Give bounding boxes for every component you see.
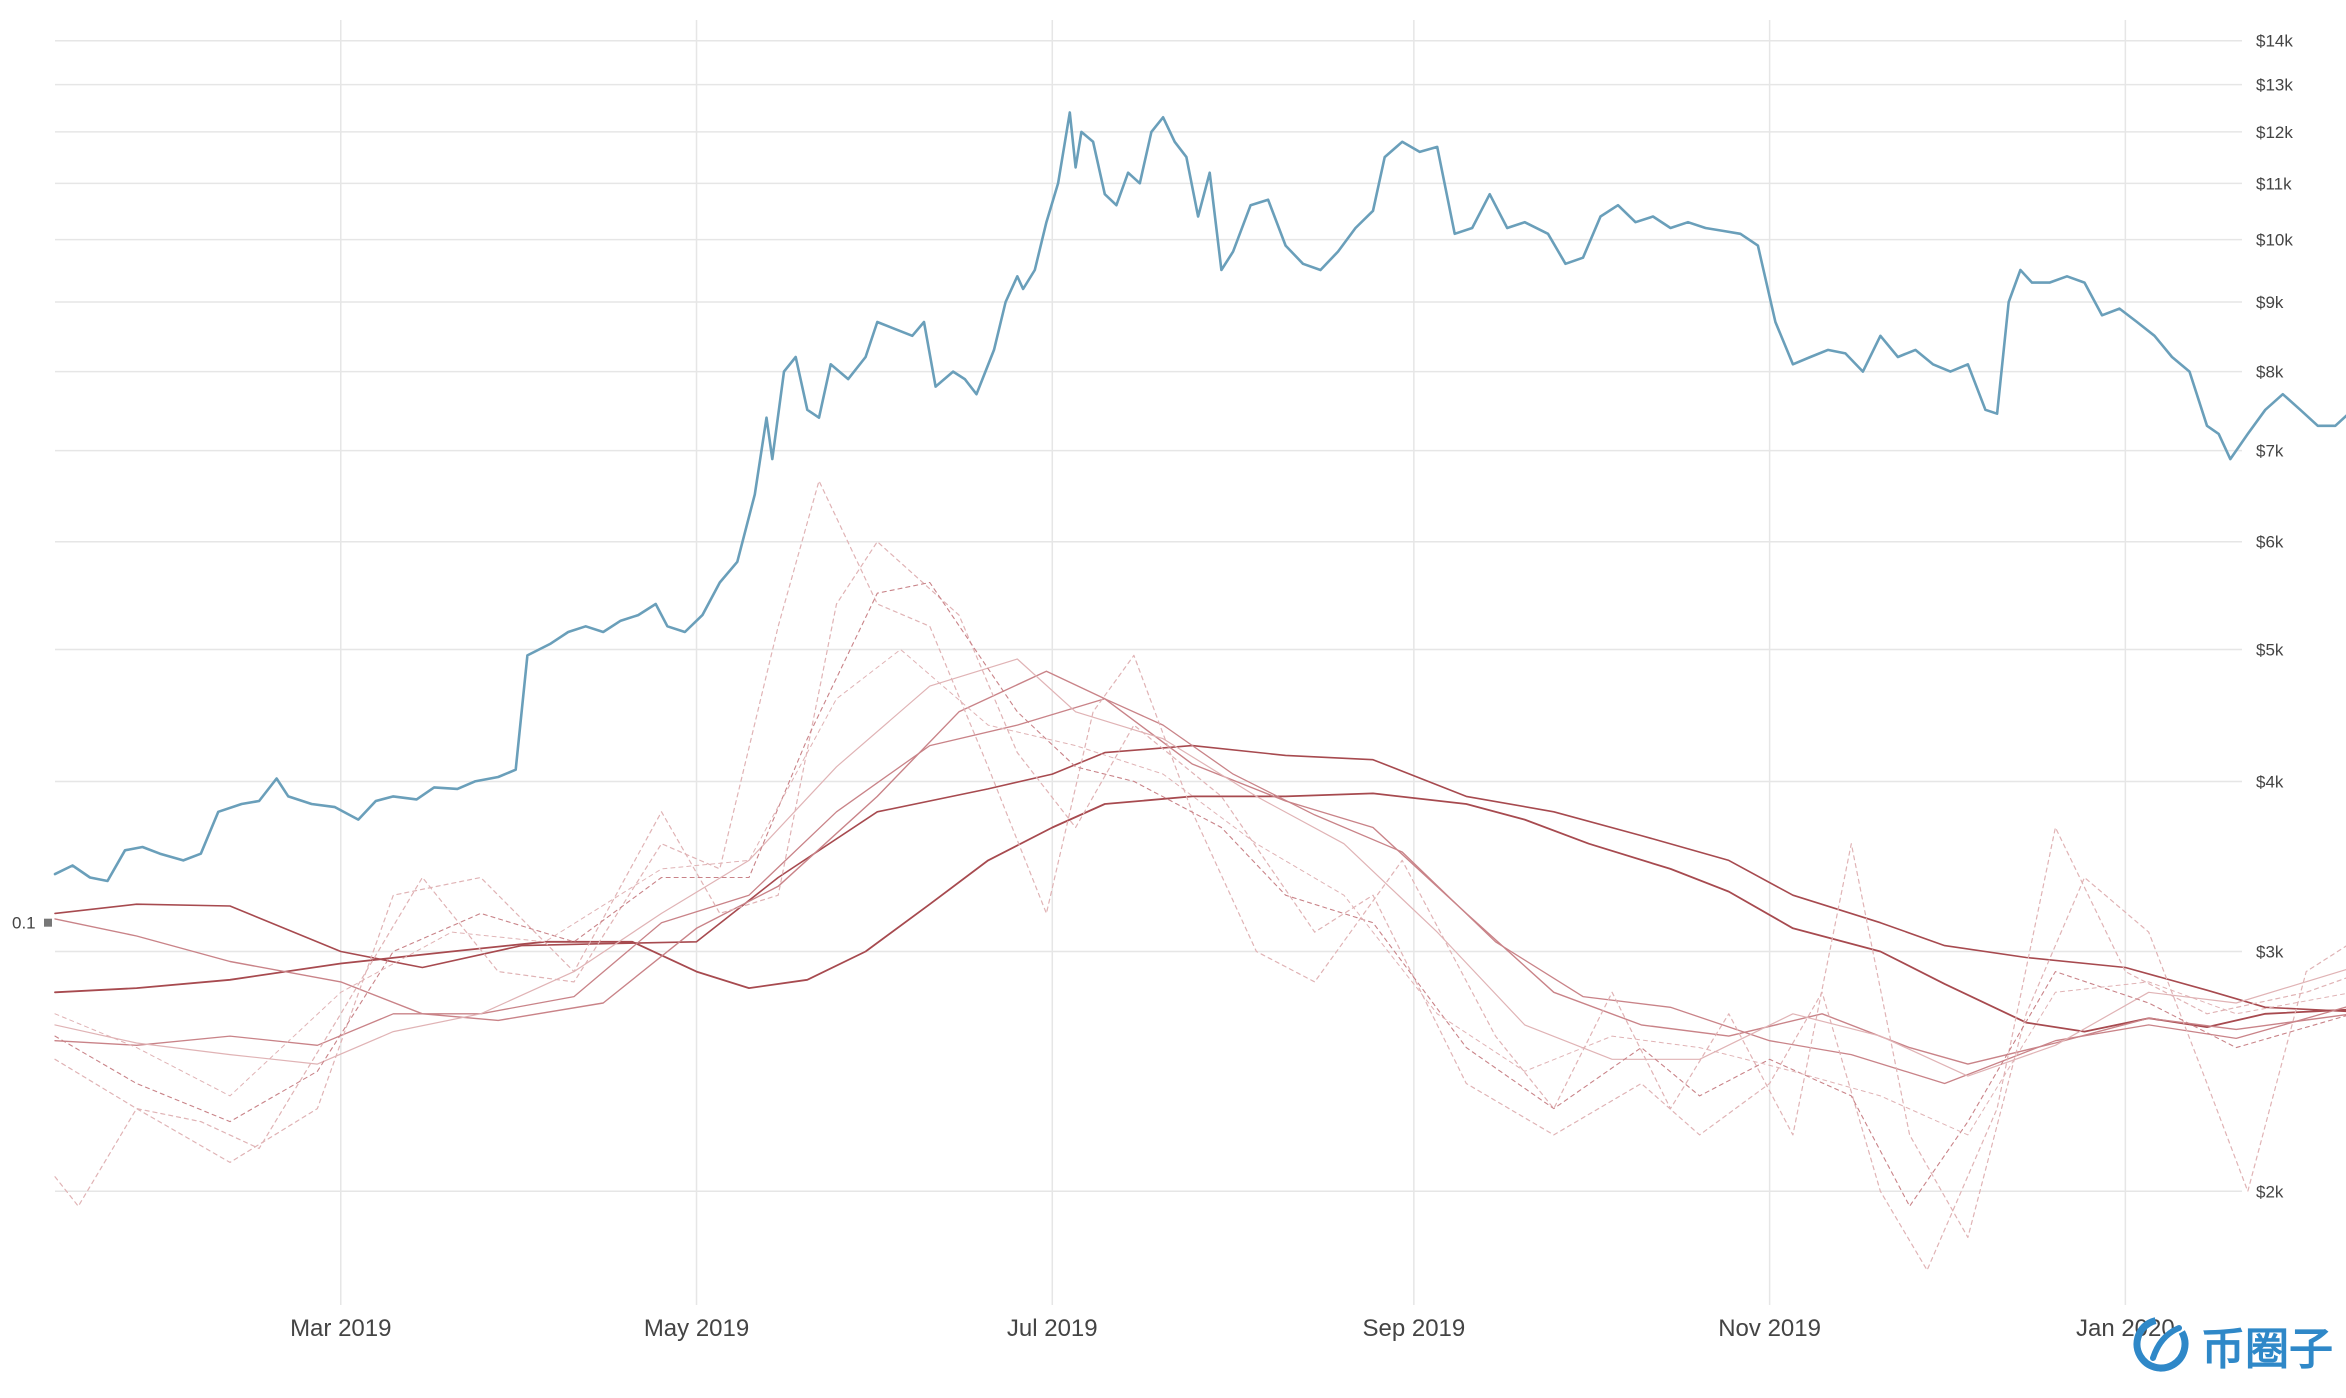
left-axis-tick-mark — [44, 918, 52, 927]
y-tick-label: $11k — [2256, 174, 2292, 193]
ratio-series-line-9 — [54, 649, 2346, 1136]
y-tick-label: $13k — [2256, 76, 2293, 95]
y-tick-label: $7k — [2256, 442, 2284, 461]
x-tick-label: May 2019 — [644, 1315, 749, 1342]
y-tick-label: $10k — [2256, 231, 2293, 250]
x-tick-label: Sep 2019 — [1362, 1315, 1465, 1342]
x-tick-label: Nov 2019 — [1718, 1315, 1821, 1342]
left-axis-tick-0.1: 0.1 — [12, 914, 52, 933]
y-tick-label: $8k — [2256, 363, 2284, 382]
ratio-series-line-8 — [54, 581, 2346, 1207]
axes: $2k $3k $4k $5k $6k $7k $8k $9k $10k $11k $12k $13k… — [290, 32, 2293, 1342]
y-tick-label: $14k — [2256, 32, 2293, 51]
coin-logo-icon — [2133, 1316, 2189, 1372]
y-tick-label: $3k — [2256, 943, 2284, 962]
grid — [55, 20, 2242, 1305]
y-tick-label: $5k — [2256, 641, 2284, 660]
ratio-series-line-3 — [54, 670, 2346, 1065]
ratio-series-line-5 — [54, 658, 2346, 1077]
ratio-series-line-7 — [54, 541, 2346, 1271]
x-tick-label: Jul 2019 — [1007, 1315, 1098, 1342]
y-tick-label: $12k — [2256, 123, 2293, 142]
watermark-text: 币圈子 — [2201, 1324, 2333, 1375]
left-axis-tick-label: 0.1 — [12, 914, 36, 933]
ratio-series-line-6 — [54, 480, 2346, 1238]
price-series-line — [53, 111, 2346, 883]
y-tick-label: $2k — [2256, 1182, 2284, 1201]
x-tick-label: Mar 2019 — [290, 1315, 391, 1342]
y-tick-label: $6k — [2256, 533, 2284, 552]
watermark: 币圈子 — [2133, 1316, 2333, 1375]
ratio-series-line-1 — [54, 792, 2346, 1033]
y-tick-label: $4k — [2256, 772, 2284, 791]
x-tick-label: Jan 2020 — [2076, 1315, 2175, 1342]
ratio-series-line-4 — [54, 698, 2346, 1085]
y-tick-label: $9k — [2256, 293, 2284, 312]
series-layer — [53, 111, 2346, 1271]
ratio-series-line-2 — [54, 744, 2346, 1013]
